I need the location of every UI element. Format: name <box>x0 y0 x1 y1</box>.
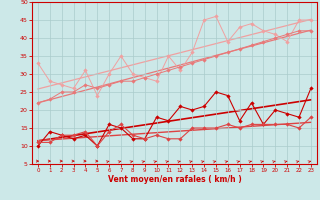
X-axis label: Vent moyen/en rafales ( km/h ): Vent moyen/en rafales ( km/h ) <box>108 175 241 184</box>
